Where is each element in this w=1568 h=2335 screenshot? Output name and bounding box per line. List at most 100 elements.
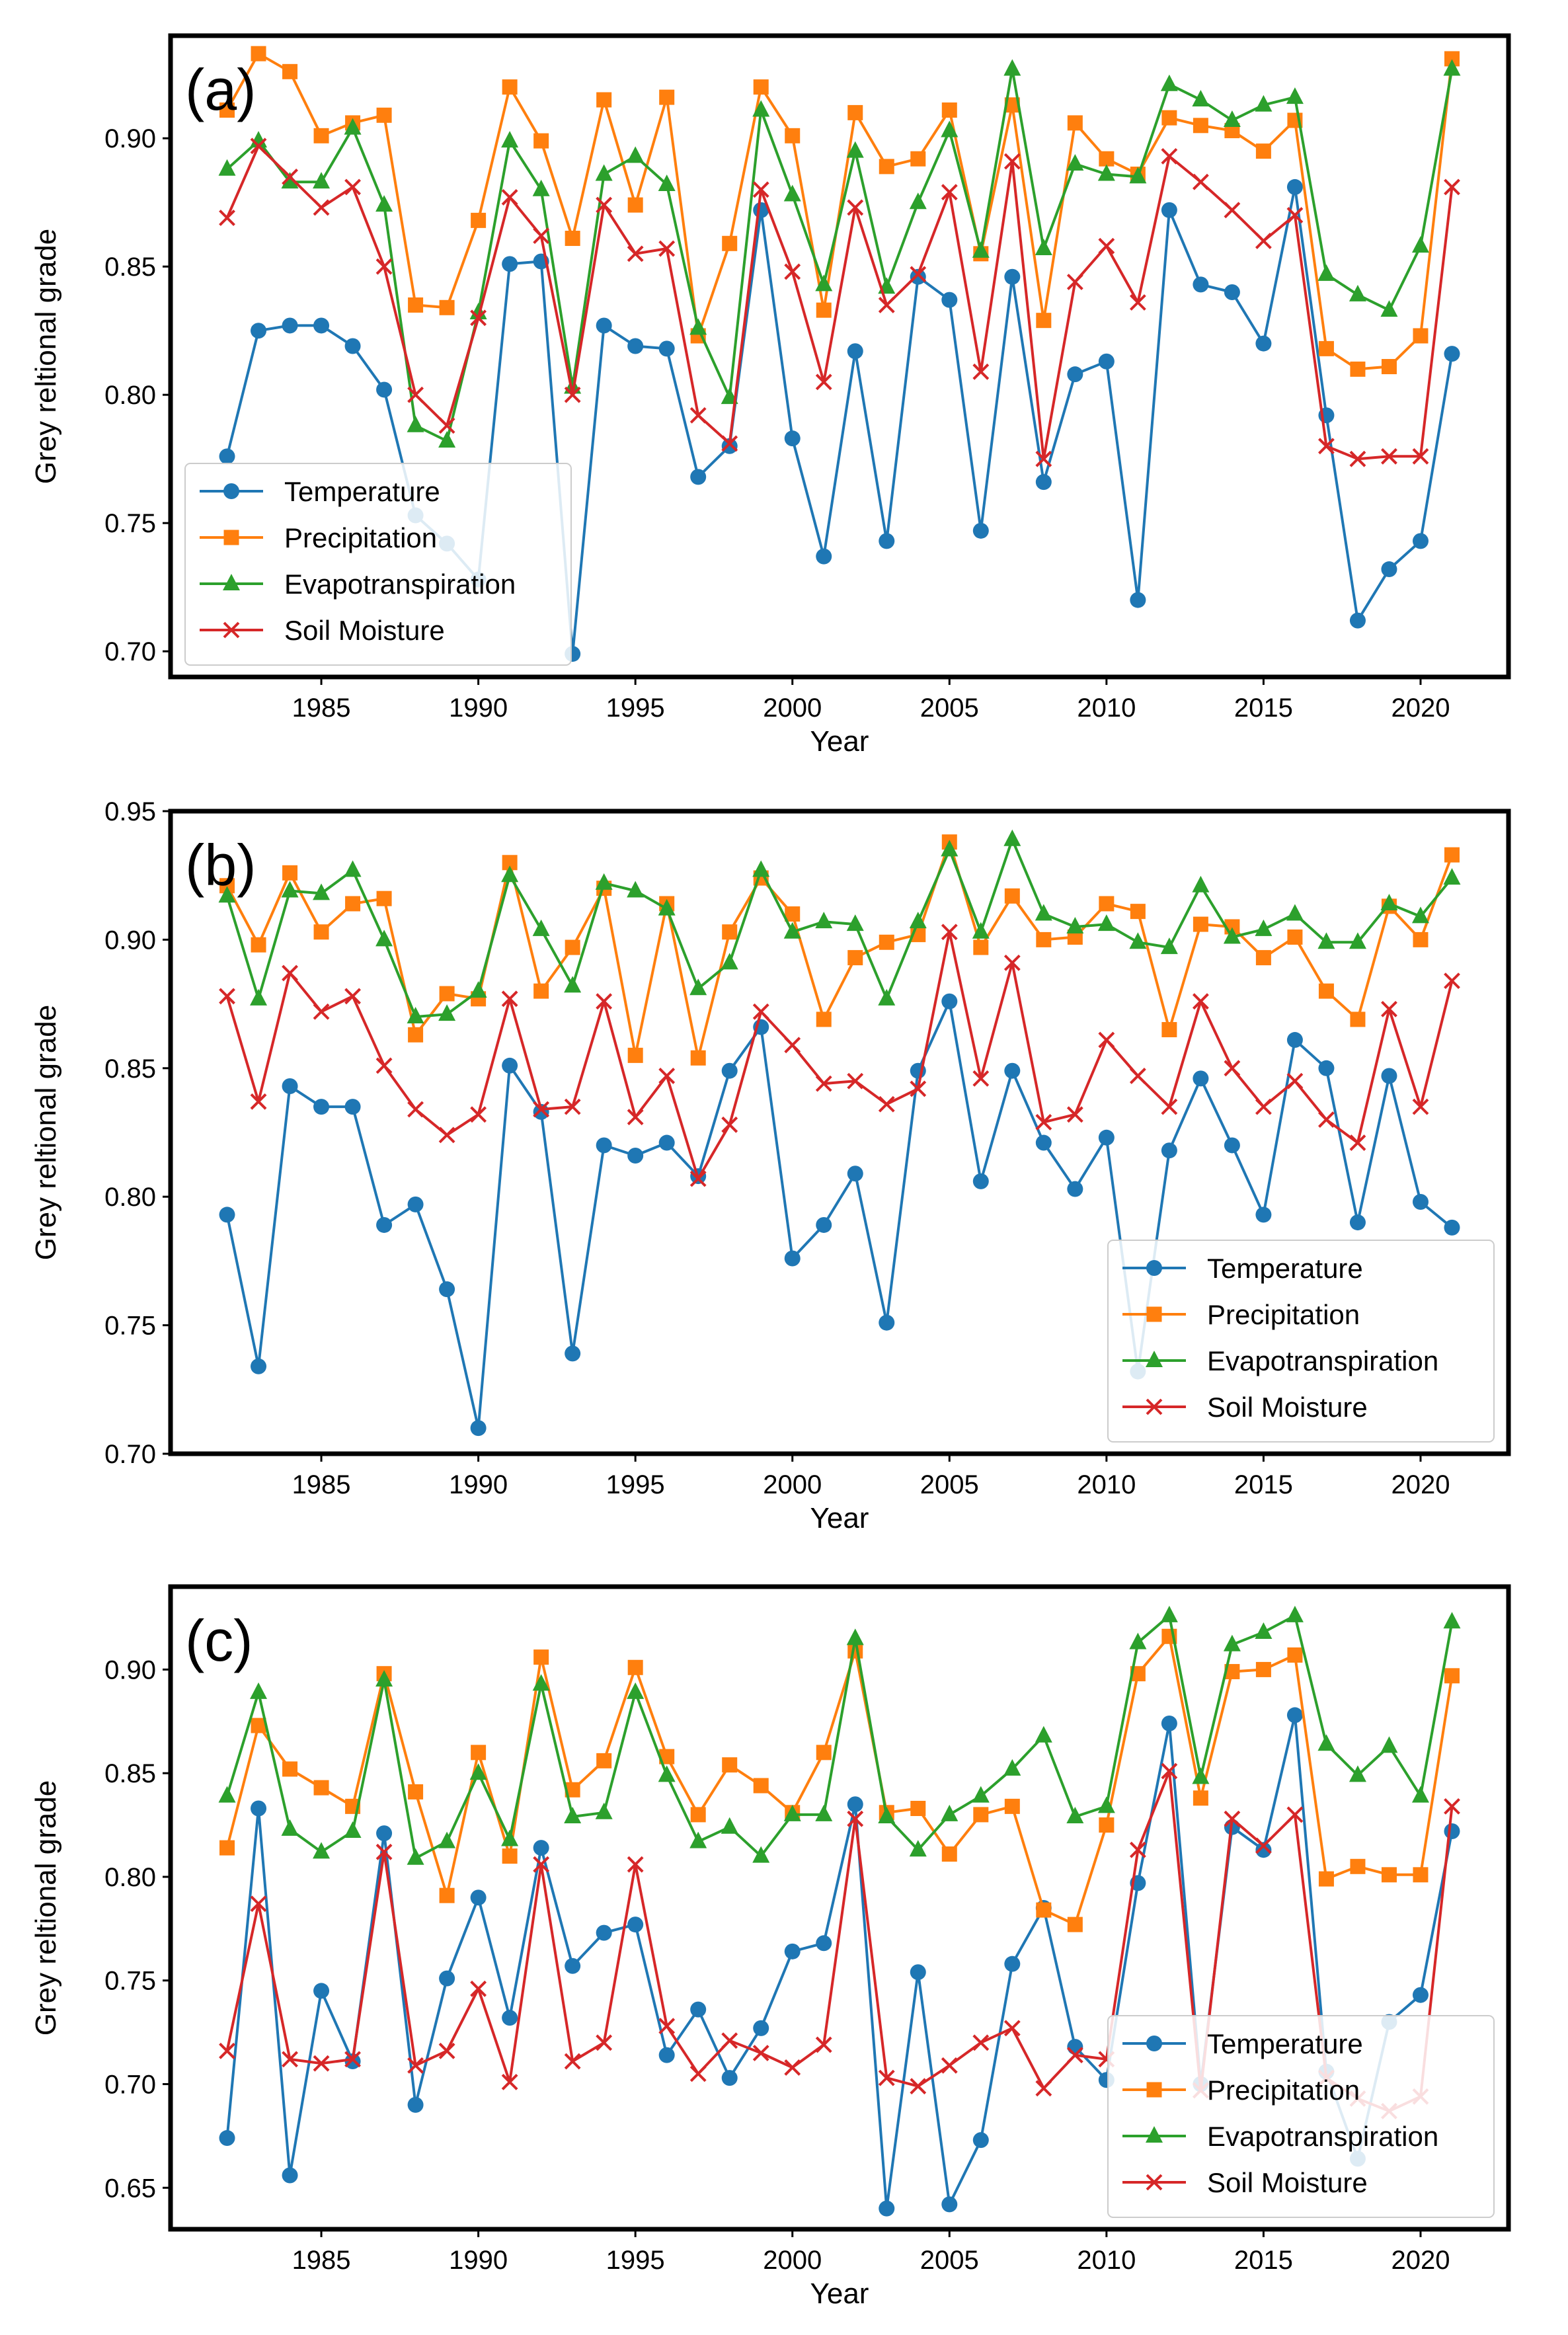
panel-a: 0.70 0.75 0.80 0.85 0.90 1985 1990 1995 2000 2005…: [30, 33, 1511, 758]
evapotranspiration-point: [407, 1848, 424, 1865]
soil-moisture-point: [1161, 1762, 1178, 1780]
evapotranspiration-point: [250, 1682, 268, 1699]
soil-moisture-point: [658, 2018, 676, 2035]
evapotranspiration-point: [250, 988, 268, 1006]
temperature-point: [1286, 1032, 1303, 1049]
soil-moisture-point: [596, 196, 613, 214]
evapotranspiration-point: [1411, 906, 1429, 924]
legend-marker-evapotranspiration: [1146, 2126, 1163, 2143]
series-evapotranspiration: [218, 829, 1461, 1024]
evapotranspiration-point: [846, 141, 864, 158]
precipitation-point: [1067, 115, 1083, 131]
legend-frame: [1107, 1240, 1495, 1443]
soil-moisture-point: [972, 363, 990, 380]
x-tick-label: 1985: [292, 1470, 351, 1499]
soil-moisture-point: [1003, 153, 1021, 170]
x-tick-label: 1990: [449, 1470, 508, 1499]
evapotranspiration-point: [972, 241, 990, 258]
y-tick-label: 0.90: [104, 124, 156, 153]
evapotranspiration-point: [1223, 110, 1241, 128]
precipitation-point: [376, 890, 392, 906]
evapotranspiration-point: [815, 912, 833, 929]
temperature-point: [972, 2132, 989, 2149]
soil-moisture-point: [1003, 2020, 1021, 2037]
temperature-point: [690, 2001, 707, 2018]
soil-moisture-point: [784, 1037, 801, 1054]
precipitation-point: [1381, 359, 1397, 375]
evapotranspiration-point: [1192, 875, 1210, 892]
temperature-point: [313, 1099, 330, 1115]
temperature-point: [721, 438, 738, 454]
soil-moisture-point: [721, 435, 738, 452]
evapotranspiration-point: [1129, 1632, 1147, 1649]
evapotranspiration-point: [658, 175, 676, 192]
soil-moisture-point: [1318, 1111, 1335, 1128]
evapotranspiration-point: [1380, 893, 1398, 910]
legend-label-precipitation: Precipitation: [1207, 2075, 1360, 2106]
evapotranspiration-point: [1443, 1612, 1461, 1629]
soil-moisture-point: [375, 258, 393, 275]
evapotranspiration-point: [752, 1846, 770, 1863]
y-tick-label: 0.75: [104, 509, 156, 538]
evapotranspiration-point: [689, 1831, 707, 1848]
y-tick-label: 0.65: [104, 2174, 156, 2203]
panel-b: 0.70 0.75 0.80 0.85 0.90 0.95 1985 1990 1995 2000…: [30, 797, 1511, 1534]
precipitation-point: [219, 878, 235, 894]
soil-moisture-point: [407, 386, 424, 403]
temperature-point: [1035, 1134, 1052, 1151]
evapotranspiration-point: [469, 1763, 487, 1780]
temperature-point: [1286, 1707, 1303, 1723]
precipitation-point: [722, 1757, 738, 1773]
precipitation-point: [1318, 340, 1334, 356]
evapotranspiration-point: [1003, 59, 1021, 76]
evapotranspiration-point: [375, 1670, 393, 1687]
evapotranspiration-point: [1349, 1765, 1366, 1782]
evapotranspiration-point: [1380, 300, 1398, 317]
plot-area: [218, 829, 1461, 1437]
temperature-point: [596, 1137, 612, 1154]
evapotranspiration-point: [375, 930, 393, 947]
precipitation-point: [1444, 847, 1460, 863]
soil-moisture-point: [752, 181, 769, 198]
soil-moisture-point: [784, 263, 801, 280]
precipitation-point: [753, 1778, 769, 1794]
temperature-point: [407, 2096, 424, 2113]
soil-moisture-point: [847, 1072, 864, 1089]
soil-moisture-point: [1412, 1098, 1429, 1115]
soil-moisture-point: [815, 2036, 832, 2053]
temperature-point: [1286, 178, 1303, 195]
precipitation-point: [1444, 1668, 1460, 1684]
soil-moisture-point: [689, 2065, 707, 2082]
evapotranspiration-point: [1255, 95, 1273, 112]
evapotranspiration-line: [226, 67, 1454, 442]
soil-moisture-point: [1066, 2047, 1083, 2064]
precipitation-point: [1350, 1858, 1366, 1874]
temperature-point: [1444, 346, 1460, 362]
temperature-point: [344, 338, 361, 354]
temperature-point: [1067, 2039, 1083, 2055]
evapotranspiration-point: [218, 1786, 236, 1803]
precipitation-point: [1318, 983, 1334, 999]
evapotranspiration-point: [281, 881, 299, 898]
evapotranspiration-point: [1035, 1725, 1052, 1743]
precipitation-point: [659, 1749, 675, 1764]
evapotranspiration-point: [1223, 1634, 1241, 1651]
precipitation-point: [722, 235, 738, 251]
temperature-point: [658, 1134, 675, 1151]
soil-moisture-point: [250, 138, 267, 155]
precipitation-point: [816, 1011, 832, 1027]
soil-moisture-point: [1255, 1837, 1272, 1854]
evapotranspiration-point: [218, 159, 236, 176]
evapotranspiration-point: [1003, 1759, 1021, 1776]
precipitation-point: [313, 924, 329, 940]
x-axis-label: Year: [810, 1502, 869, 1534]
series-soil-moisture: [219, 924, 1460, 1187]
precipitation-point: [408, 297, 424, 313]
soil-moisture-point: [564, 386, 581, 403]
temperature-point: [376, 381, 393, 398]
soil-moisture-point: [250, 1895, 267, 1913]
evapotranspiration-point: [501, 131, 519, 148]
temperature-point: [1067, 1181, 1083, 1197]
soil-moisture-point: [313, 2055, 330, 2072]
evapotranspiration-point: [501, 1829, 519, 1846]
